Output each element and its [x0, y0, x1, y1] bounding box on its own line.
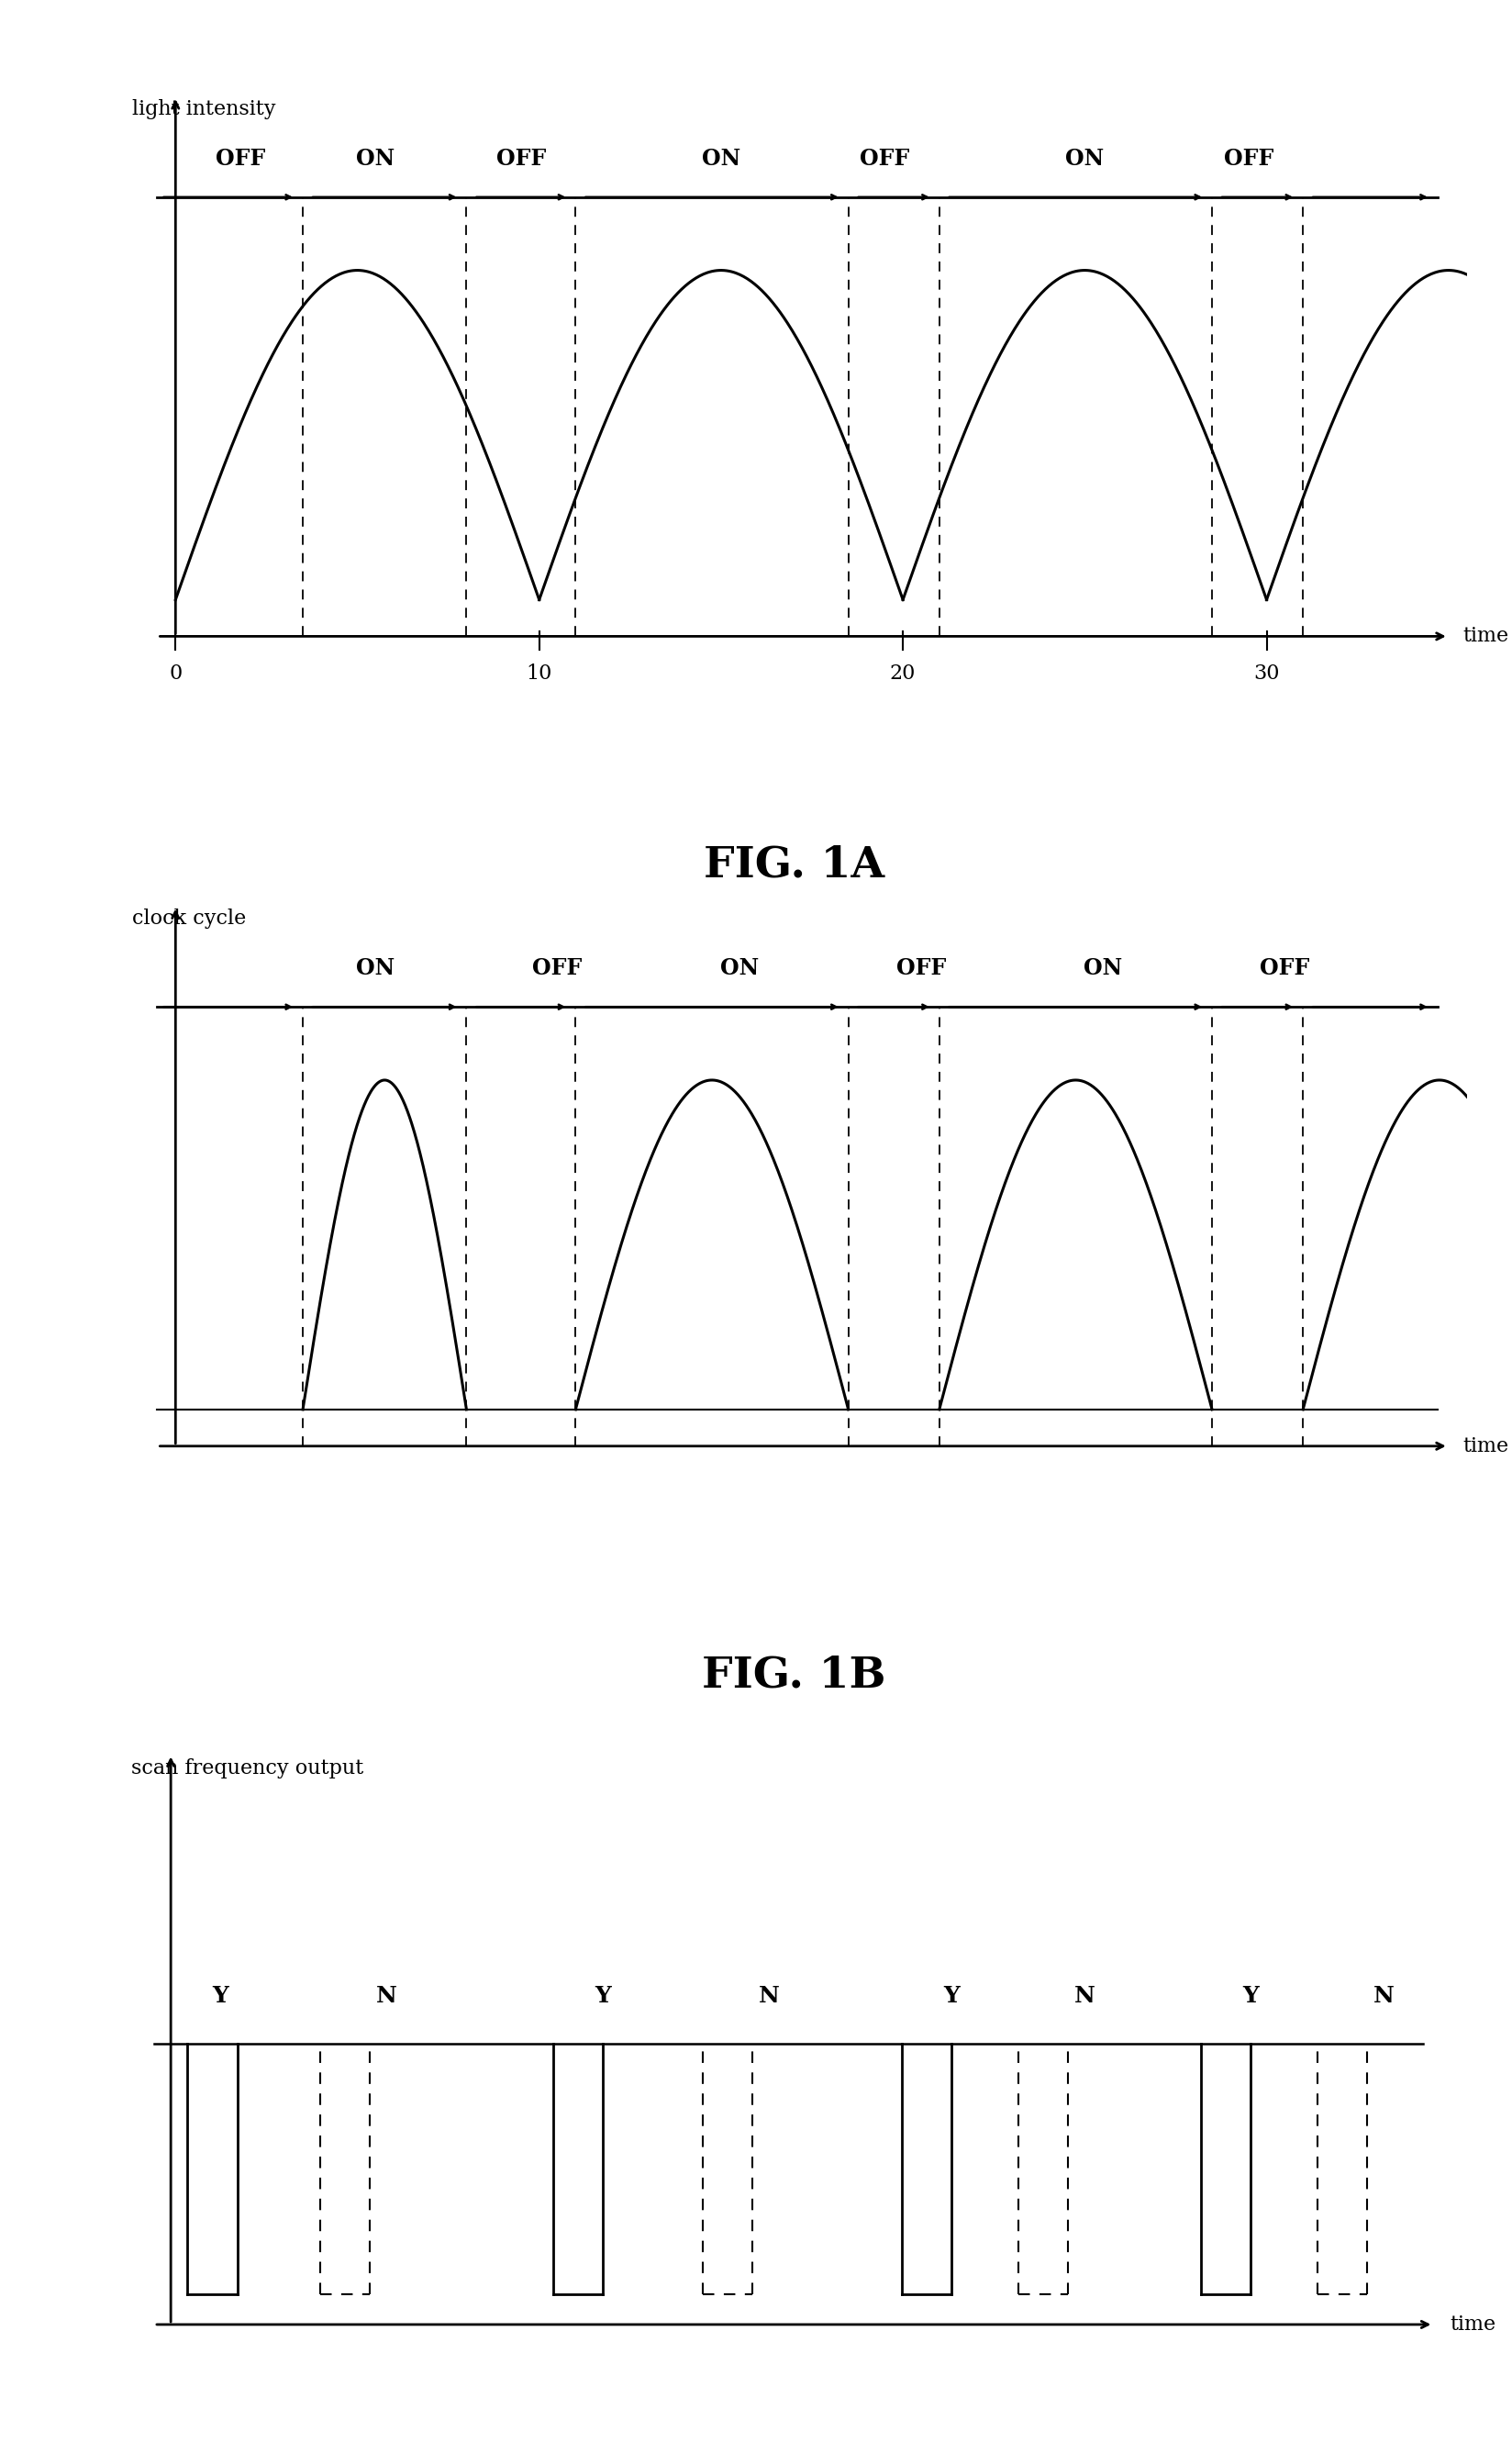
Text: 0: 0 — [169, 665, 181, 684]
Text: PRIOR ART: PRIOR ART — [655, 954, 933, 996]
Text: ON: ON — [1084, 957, 1122, 979]
Text: time: time — [1464, 1435, 1509, 1457]
Text: Y: Y — [1243, 1984, 1259, 2007]
Text: Y: Y — [213, 1984, 228, 2007]
Text: scan frequency output: scan frequency output — [132, 1759, 363, 1778]
Text: ON: ON — [720, 957, 759, 979]
Text: N: N — [376, 1984, 398, 2007]
Text: OFF: OFF — [1223, 147, 1273, 169]
Text: 10: 10 — [526, 665, 552, 684]
Text: N: N — [1373, 1984, 1394, 2007]
Text: time: time — [1464, 626, 1509, 648]
Text: N: N — [759, 1984, 779, 2007]
Text: OFF: OFF — [496, 147, 546, 169]
Text: OFF: OFF — [860, 147, 910, 169]
Text: 20: 20 — [891, 665, 916, 684]
Text: ON: ON — [1066, 147, 1104, 169]
Text: PRIOR ART: PRIOR ART — [655, 1764, 933, 1805]
Text: ON: ON — [357, 957, 395, 979]
Text: time: time — [1450, 2316, 1495, 2335]
Text: FIG. 1A: FIG. 1A — [703, 844, 885, 886]
Text: ON: ON — [702, 147, 741, 169]
Text: OFF: OFF — [1259, 957, 1309, 979]
Text: OFF: OFF — [532, 957, 582, 979]
Text: Y: Y — [943, 1984, 960, 2007]
Text: N: N — [1074, 1984, 1095, 2007]
Text: FIG. 1B: FIG. 1B — [702, 1653, 886, 1695]
Text: clock cycle: clock cycle — [132, 910, 246, 930]
Text: ON: ON — [357, 147, 395, 169]
Text: OFF: OFF — [216, 147, 266, 169]
Text: light intensity: light intensity — [132, 98, 275, 120]
Text: Y: Y — [594, 1984, 611, 2007]
Text: 30: 30 — [1253, 665, 1279, 684]
Text: OFF: OFF — [897, 957, 947, 979]
